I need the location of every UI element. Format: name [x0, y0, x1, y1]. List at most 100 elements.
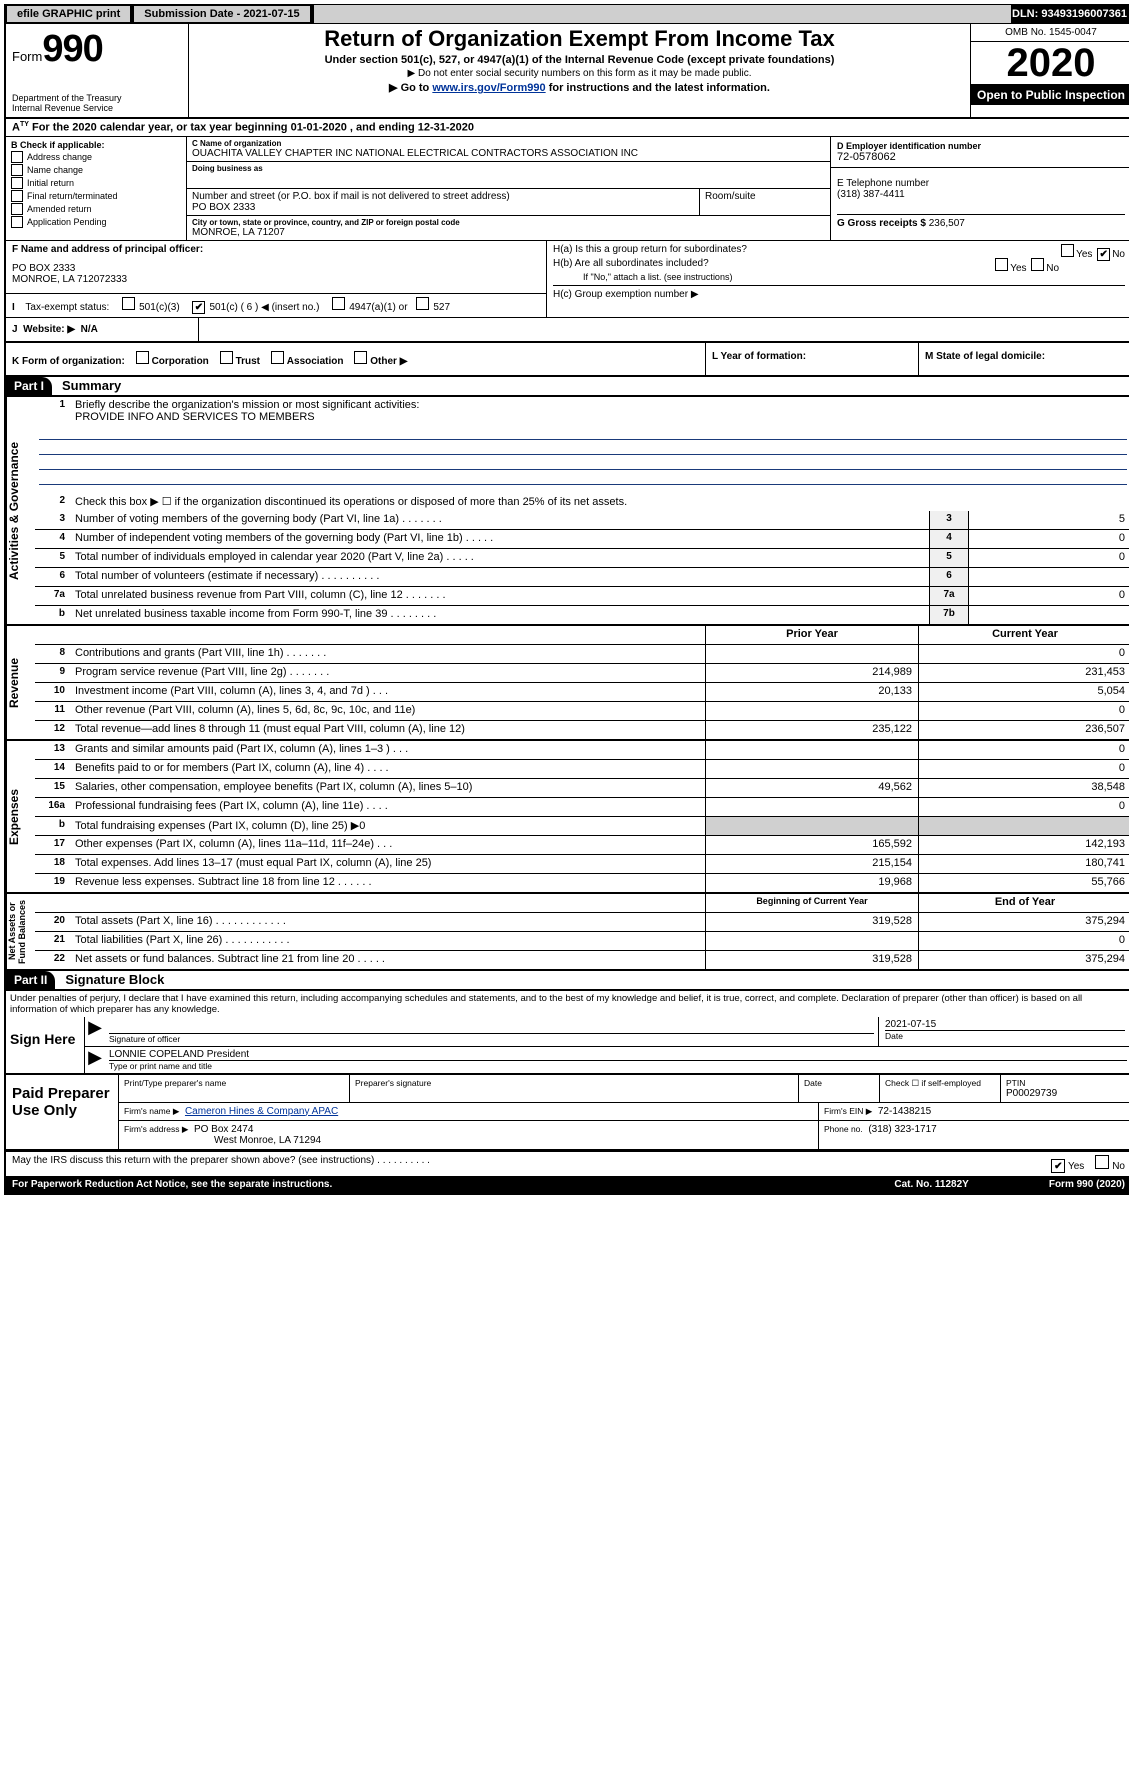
part1-title: Summary — [62, 378, 121, 393]
j-label-cell: J Website: ▶ N/A — [6, 318, 199, 341]
row-6: 6 Total number of volunteers (estimate i… — [35, 568, 1129, 587]
firm-name-link[interactable]: Cameron Hines & Company APAC — [185, 1106, 338, 1117]
r16a-num: 16a — [35, 798, 71, 816]
paid-label: Paid Preparer Use Only — [6, 1075, 119, 1149]
row-7b: b Net unrelated business taxable income … — [35, 606, 1129, 624]
chk-trust[interactable] — [220, 351, 233, 364]
r15-text: Salaries, other compensation, employee b… — [71, 779, 705, 797]
chk-other[interactable] — [354, 351, 367, 364]
firm-ein-cell: Firm's EIN ▶ 72-1438215 — [819, 1103, 1129, 1120]
e-label: E Telephone number — [837, 178, 1125, 189]
dept-text: Department of the Treasury Internal Reve… — [12, 93, 182, 113]
paid-ptin-cell: PTIN P00029739 — [1001, 1075, 1129, 1102]
r20-num: 20 — [35, 913, 71, 931]
submission-date-btn[interactable]: Submission Date - 2021-07-15 — [133, 5, 310, 23]
r1-mission: PROVIDE INFO AND SERVICES TO MEMBERS — [75, 411, 315, 423]
r7b-val — [968, 606, 1129, 624]
r1-text: Briefly describe the organization's miss… — [75, 399, 419, 411]
firm-addr2: West Monroe, LA 71294 — [214, 1135, 321, 1146]
r8-text: Contributions and grants (Part VIII, lin… — [71, 645, 705, 663]
r3-text: Number of voting members of the governin… — [71, 511, 929, 529]
r16a-text: Professional fundraising fees (Part IX, … — [71, 798, 705, 816]
paid-preparer-block: Paid Preparer Use Only Print/Type prepar… — [6, 1075, 1129, 1151]
chk-assoc[interactable] — [271, 351, 284, 364]
c-dba-label: Doing business as — [192, 164, 825, 173]
section-governance: Activities & Governance 1 Briefly descri… — [6, 397, 1129, 626]
hb-no-l: No — [1046, 263, 1059, 274]
part2-title: Signature Block — [65, 972, 164, 987]
discuss-no-box[interactable] — [1095, 1155, 1109, 1169]
chk-527[interactable] — [416, 297, 429, 310]
box-eg: E Telephone number (318) 387-4411 G Gros… — [831, 168, 1129, 240]
ha-yes[interactable] — [1061, 244, 1074, 257]
chk-name-change[interactable]: Name change — [11, 164, 181, 176]
r7a-num: 7a — [35, 587, 71, 605]
hdr-end: End of Year — [918, 894, 1129, 912]
r9-text: Program service revenue (Part VIII, line… — [71, 664, 705, 682]
j-val: N/A — [81, 324, 98, 335]
efile-print-btn[interactable]: efile GRAPHIC print — [6, 5, 131, 23]
j-spacer — [199, 318, 1129, 341]
r12-a: 235,122 — [705, 721, 918, 739]
r18-a: 215,154 — [705, 855, 918, 873]
r9-a: 214,989 — [705, 664, 918, 682]
line-klm: K Form of organization: Corporation Trus… — [6, 343, 1129, 377]
chk-501c[interactable]: ✔ — [192, 301, 205, 314]
r14-num: 14 — [35, 760, 71, 778]
hc-label: H(c) Group exemption number ▶ — [553, 285, 1125, 300]
r8-b: 0 — [918, 645, 1129, 663]
chk-4947[interactable] — [332, 297, 345, 310]
chk-corp[interactable] — [136, 351, 149, 364]
paid-addr-row: Firm's address ▶ PO Box 2474 West Monroe… — [119, 1121, 1129, 1149]
chk-address-change[interactable]: Address change — [11, 151, 181, 163]
paid-h-sig: Preparer's signature — [350, 1075, 799, 1102]
h-a: H(a) Is this a group return for subordin… — [553, 244, 1125, 255]
hb-no[interactable] — [1031, 258, 1044, 271]
r11-text: Other revenue (Part VIII, column (A), li… — [71, 702, 705, 720]
r7b-num: b — [35, 606, 71, 624]
r13-a — [705, 741, 918, 759]
dln-label: DLN: 93493196007361 — [1012, 8, 1127, 20]
chk-amended[interactable]: Amended return — [11, 203, 181, 215]
chk-final-return[interactable]: Final return/terminated — [11, 190, 181, 202]
expenses-body: 13 Grants and similar amounts paid (Part… — [35, 741, 1129, 892]
row-1-mission: 1 Briefly describe the organization's mi… — [35, 397, 1129, 425]
g-val: 236,507 — [929, 218, 965, 229]
paid-h-ptin: PTIN — [1006, 1078, 1126, 1088]
chk-application-pending[interactable]: Application Pending — [11, 216, 181, 228]
c-street-row: Number and street (or P.O. box if mail i… — [187, 189, 830, 216]
irs-link[interactable]: www.irs.gov/Form990 — [432, 82, 545, 94]
discuss-yes-box[interactable]: ✔ — [1051, 1159, 1065, 1173]
col-b-checkboxes: B Check if applicable: Address change Na… — [6, 137, 187, 240]
r15-a: 49,562 — [705, 779, 918, 797]
header-left: Form990 Department of the Treasury Inter… — [6, 24, 189, 117]
r7a-box: 7a — [929, 587, 968, 605]
ha-no[interactable]: ✔ — [1097, 248, 1110, 261]
chk-initial-return[interactable]: Initial return — [11, 177, 181, 189]
header-right: OMB No. 1545-0047 2020 Open to Public In… — [971, 24, 1129, 117]
f-addr2: MONROE, LA 712072333 — [12, 274, 540, 285]
r6-num: 6 — [35, 568, 71, 586]
r15-b: 38,548 — [918, 779, 1129, 797]
chk-final-label: Final return/terminated — [27, 191, 118, 201]
hb-yes[interactable] — [995, 258, 1008, 271]
box-d-ein: D Employer identification number 72-0578… — [831, 137, 1129, 168]
mission-rule-1 — [39, 427, 1127, 440]
chk-501c3[interactable] — [122, 297, 135, 310]
hb-label: H(b) Are all subordinates included? — [553, 258, 709, 269]
r5-num: 5 — [35, 549, 71, 567]
r17-a: 165,592 — [705, 836, 918, 854]
top-bar: efile GRAPHIC print Submission Date - 20… — [4, 4, 1129, 24]
r10-b: 5,054 — [918, 683, 1129, 701]
part2-num: Part II — [6, 971, 55, 989]
section-revenue: Revenue Prior Year Current Year 8 Contri… — [6, 626, 1129, 741]
r12-num: 12 — [35, 721, 71, 739]
r11-b: 0 — [918, 702, 1129, 720]
header-mid: Return of Organization Exempt From Incom… — [189, 24, 971, 117]
discuss-text: May the IRS discuss this return with the… — [12, 1155, 1051, 1174]
r16a-a — [705, 798, 918, 816]
r16b-b-shade — [918, 817, 1129, 835]
i-527: 527 — [433, 302, 450, 313]
form-subtitle-3: ▶ Go to www.irs.gov/Form990 for instruct… — [197, 81, 962, 94]
netassets-body: Beginning of Current Year End of Year 20… — [35, 894, 1129, 969]
